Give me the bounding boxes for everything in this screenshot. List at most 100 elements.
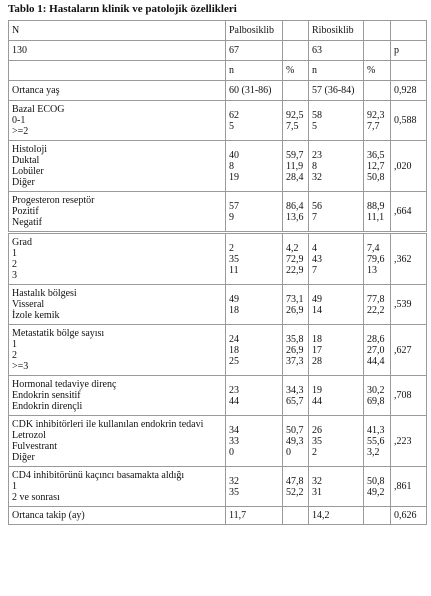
table-cell: 49 18 bbox=[225, 284, 283, 325]
table-row: Ortanca takip (ay) 11,7 14,2 0,626 bbox=[8, 506, 427, 525]
cell-line: 49,3 bbox=[286, 435, 304, 447]
cell-line: 27,0 bbox=[367, 344, 385, 356]
cell-line: 7 bbox=[312, 211, 317, 223]
table-cell: N bbox=[8, 20, 226, 41]
cell-line: 22,9 bbox=[286, 264, 304, 276]
table-cell: 4,2 72,9 22,9 bbox=[282, 231, 309, 285]
cell-line: 23 bbox=[312, 149, 322, 161]
cell-line: Duktal bbox=[12, 155, 40, 166]
table-cell bbox=[390, 20, 427, 41]
table-row: Bazal ECOG 0-1 >=2 62 5 92,5 7,5 58 5 92,3 7,7 0,58… bbox=[8, 100, 427, 141]
table-cell: 0,588 bbox=[390, 100, 427, 141]
cell-line: 32 bbox=[312, 475, 322, 487]
table-cell bbox=[282, 40, 309, 61]
table-cell: ,362 bbox=[390, 231, 427, 285]
cell-line: 25 bbox=[229, 355, 239, 367]
table-row: Progesteron reseptör Pozitif Negatif 57 9 86,… bbox=[8, 191, 427, 233]
cell-line: 72,9 bbox=[286, 253, 304, 265]
table-cell: % bbox=[363, 60, 391, 81]
cell-line: 4 bbox=[312, 242, 317, 254]
table-cell: 34 33 0 bbox=[225, 415, 283, 467]
cell-line: 47,8 bbox=[286, 475, 304, 487]
cell-line: 49,2 bbox=[367, 486, 385, 498]
cell-line: 28 bbox=[312, 355, 322, 367]
cell-line: 14 bbox=[312, 304, 322, 316]
cell-line: 17 bbox=[312, 344, 322, 356]
cell-line: 3,2 bbox=[367, 446, 380, 458]
table-cell: 92,5 7,5 bbox=[282, 100, 309, 141]
table-cell: ,627 bbox=[390, 324, 427, 376]
table-cell: 2 35 11 bbox=[225, 231, 283, 285]
cell-line: 32 bbox=[312, 171, 322, 183]
cell-line: 58 bbox=[312, 109, 322, 121]
table-row: Hastalık bölgesi Visseral İzole kemik 49 18 7… bbox=[8, 284, 427, 325]
table-cell: Hormonal tedaviye direnç Endokrin sensiti… bbox=[8, 375, 226, 416]
cell-line: 28,6 bbox=[367, 333, 385, 345]
cell-line: 44,4 bbox=[367, 355, 385, 367]
cell-line: 2 bbox=[12, 350, 17, 361]
cell-line: 13 bbox=[367, 264, 377, 276]
table-cell: ,223 bbox=[390, 415, 427, 467]
cell-line: 26,9 bbox=[286, 344, 304, 356]
table-cell: 4 43 7 bbox=[308, 231, 364, 285]
cell-line: 65,7 bbox=[286, 395, 304, 407]
cell-line: 26,9 bbox=[286, 304, 304, 316]
cell-line: 18 bbox=[229, 304, 239, 316]
cell-line: 49 bbox=[312, 293, 322, 305]
cell-line: 11 bbox=[229, 264, 239, 276]
table-cell: 58 5 bbox=[308, 100, 364, 141]
cell-line: 2 bbox=[229, 242, 234, 254]
table-cell: Metastatik bölge sayısı 1 2 >=3 bbox=[8, 324, 226, 376]
cell-line: 1 bbox=[12, 248, 17, 259]
cell-line: 37,3 bbox=[286, 355, 304, 367]
cell-line: 79,6 bbox=[367, 253, 385, 265]
table-cell: ,664 bbox=[390, 191, 427, 233]
cell-line: 19 bbox=[312, 384, 322, 396]
table-cell: Grad 1 2 3 bbox=[8, 231, 226, 285]
table-cell bbox=[282, 506, 309, 525]
table-cell: ,861 bbox=[390, 466, 427, 507]
table-cell bbox=[8, 60, 226, 81]
table-cell: 0,928 bbox=[390, 80, 427, 101]
cell-line: 9 bbox=[229, 211, 234, 223]
cell-line: 18 bbox=[229, 344, 239, 356]
cell-line: 2 bbox=[12, 259, 17, 270]
cell-line: Progesteron reseptör bbox=[12, 195, 95, 206]
table-cell: 28,6 27,0 44,4 bbox=[363, 324, 391, 376]
table-cell bbox=[282, 80, 309, 101]
table-cell: p bbox=[390, 40, 427, 61]
cell-line: 92,3 bbox=[367, 109, 385, 121]
table-row: Hormonal tedaviye direnç Endokrin sensiti… bbox=[8, 375, 427, 416]
table-cell: 57 9 bbox=[225, 191, 283, 233]
cell-line: 43 bbox=[312, 253, 322, 265]
table-cell: 40 8 19 bbox=[225, 140, 283, 192]
cell-line: 35 bbox=[229, 486, 239, 498]
cell-line: Letrozol bbox=[12, 430, 46, 441]
cell-line: 8 bbox=[229, 160, 234, 172]
cell-line: 13,6 bbox=[286, 211, 304, 223]
table-cell: 86,4 13,6 bbox=[282, 191, 309, 233]
table-cell: 92,3 7,7 bbox=[363, 100, 391, 141]
cell-line: 92,5 bbox=[286, 109, 304, 121]
table-cell bbox=[390, 60, 427, 81]
cell-line: 73,1 bbox=[286, 293, 304, 305]
table-cell: 56 7 bbox=[308, 191, 364, 233]
cell-line: 5 bbox=[312, 120, 317, 132]
table-cell: 130 bbox=[8, 40, 226, 61]
data-table: N Palbosiklib Ribosiklib 130 67 63 p n% n% Ortanc… bbox=[8, 20, 427, 525]
table-row: N Palbosiklib Ribosiklib bbox=[8, 20, 427, 41]
cell-line: 86,4 bbox=[286, 200, 304, 212]
table-cell: 35,8 26,9 37,3 bbox=[282, 324, 309, 376]
cell-line: Histoloji bbox=[12, 144, 48, 155]
table-cell: 67 bbox=[225, 40, 283, 61]
table-cell: ,708 bbox=[390, 375, 427, 416]
table-cell: 14,2 bbox=[308, 506, 364, 525]
table-cell: Ribosiklib bbox=[308, 20, 364, 41]
table-row: Metastatik bölge sayısı 1 2 >=3 24 18 25 35,8 26… bbox=[8, 324, 427, 376]
cell-line: 22,2 bbox=[367, 304, 385, 316]
cell-line: 49 bbox=[229, 293, 239, 305]
cell-line: 57 bbox=[229, 200, 239, 212]
table-cell: 50,7 49,3 0 bbox=[282, 415, 309, 467]
cell-line: 62 bbox=[229, 109, 239, 121]
cell-line: Hormonal tedaviye direnç bbox=[12, 379, 117, 390]
